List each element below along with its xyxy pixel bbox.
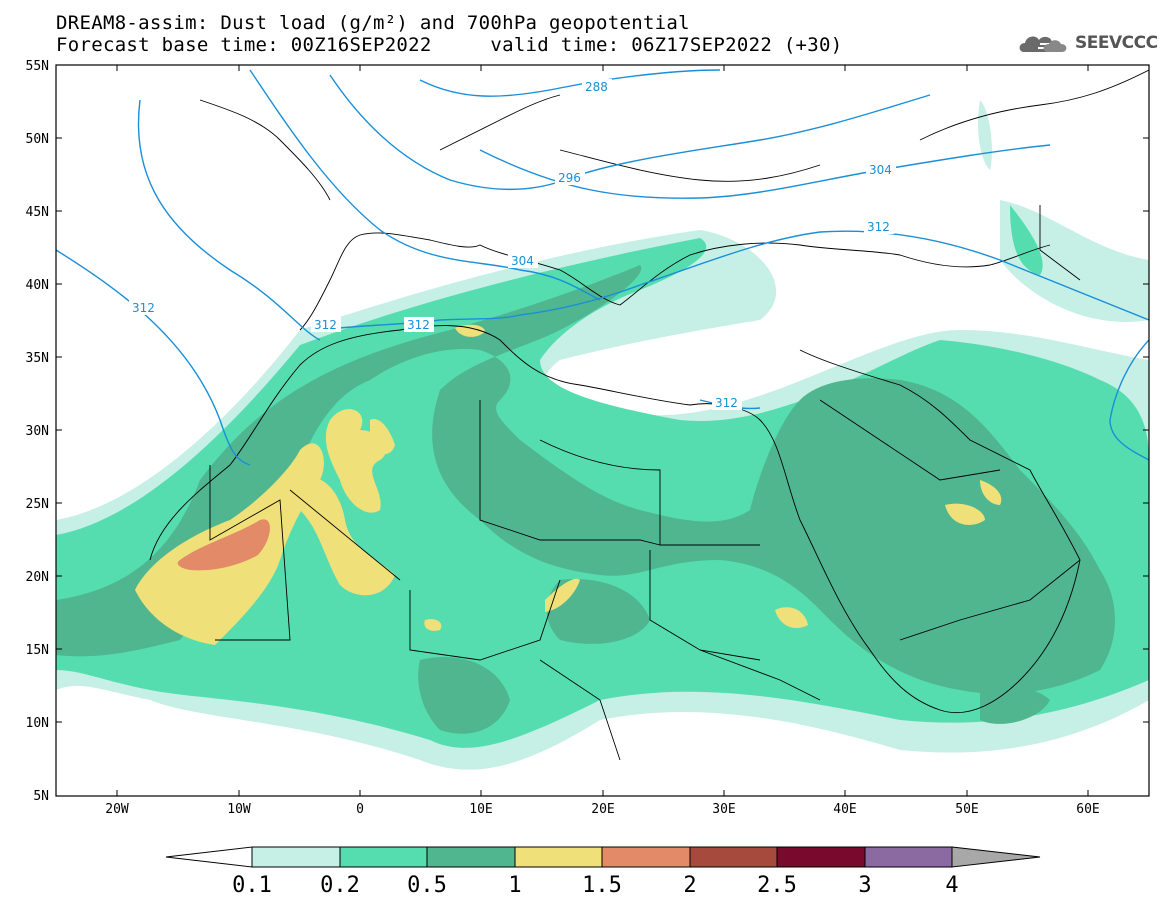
lon-label: 10W: [227, 802, 251, 817]
colorbar-segment: [426, 846, 516, 868]
lon-label: 20W: [105, 802, 129, 817]
latitude-axis: 55N 50N 45N 40N 35N 30N 25N 20N 15N 10N …: [26, 59, 1149, 804]
contour-label-304: 304: [869, 163, 892, 177]
colorbar-segment: [514, 846, 603, 868]
lat-label: 5N: [33, 789, 49, 804]
colorbar-label: 0.5: [407, 873, 447, 898]
longitude-axis: 20W 10W 0 10E 20E 30E 40E 50E 60E: [105, 65, 1100, 817]
contour-label-296: 296: [558, 171, 581, 185]
colorbar-segment: [251, 846, 341, 868]
cloud-icon: [1019, 36, 1067, 52]
lat-label: 35N: [26, 351, 49, 366]
lat-label: 15N: [26, 643, 49, 658]
colorbar-label: 0.1: [232, 873, 272, 898]
lon-label: 50E: [955, 802, 978, 817]
dust-shade-1.5: [177, 519, 270, 571]
lat-label: 10N: [26, 716, 49, 731]
colorbar-segment: [339, 846, 428, 868]
contour-label-312: 312: [132, 301, 155, 315]
colorbar-segment: [776, 846, 866, 868]
map-area: 288 296 304 304 312 312 312 312 312: [56, 65, 1149, 796]
colorbar-label: 2: [683, 873, 696, 898]
colorbar-label: 1: [508, 873, 521, 898]
lon-label: 0: [356, 802, 364, 817]
contour-label-288: 288: [585, 80, 608, 94]
lon-label: 20E: [591, 802, 614, 817]
colorbar-segment: [864, 846, 953, 868]
colorbar-label: 3: [858, 873, 871, 898]
lat-label: 20N: [26, 570, 49, 585]
contour-label-312: 312: [407, 318, 430, 332]
colorbar-segment: [601, 846, 691, 868]
colorbar-label: 0.2: [320, 873, 360, 898]
lat-label: 40N: [26, 278, 49, 293]
contour-label-312: 312: [314, 318, 337, 332]
lon-label: 40E: [833, 802, 856, 817]
lat-label: 45N: [26, 205, 49, 220]
contour-label-312: 312: [715, 396, 738, 410]
colorbar-segment: [951, 846, 1041, 868]
lat-label: 55N: [26, 59, 49, 74]
lon-label: 60E: [1076, 802, 1099, 817]
logo-text: SEEVCCC: [1075, 33, 1158, 53]
lon-label: 10E: [469, 802, 492, 817]
colorbar-label: 1.5: [582, 873, 622, 898]
lon-label: 30E: [712, 802, 735, 817]
coastlines: [149, 69, 1149, 761]
map-subtitle: Forecast base time: 00Z16SEP2022 valid t…: [56, 34, 843, 56]
colorbar-segment: [165, 846, 253, 868]
dust-shade-0.5: [56, 265, 1115, 734]
contour-label-masks: [129, 79, 896, 410]
colorbar-label: 2.5: [757, 873, 797, 898]
lat-label: 25N: [26, 497, 49, 512]
colorbar-label: 4: [945, 873, 958, 898]
contour-label-312: 312: [867, 220, 890, 234]
geopotential-contours: [56, 69, 1149, 466]
lat-label: 30N: [26, 424, 49, 439]
contour-labels: 288 296 304 304 312 312 312 312 312: [132, 80, 892, 410]
colorbar: 0.1 0.2 0.5 1 1.5 2 2.5 3 4: [165, 846, 1041, 898]
map-title: DREAM8-assim: Dust load (g/m²) and 700hP…: [56, 12, 690, 34]
contour-label-304: 304: [511, 254, 534, 268]
lat-label: 50N: [26, 132, 49, 147]
colorbar-segment: [689, 846, 778, 868]
seevccc-logo: SEEVCCC: [1018, 30, 1158, 56]
